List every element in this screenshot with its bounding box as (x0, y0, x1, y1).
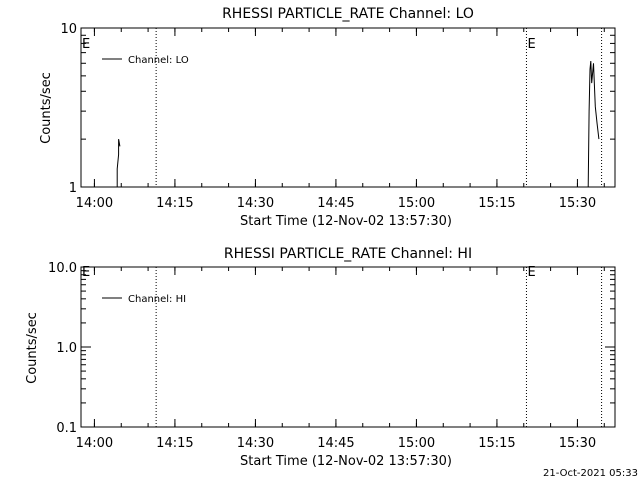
x-axis: 14:00 14:15 14:30 14:45 15:00 15:15 15:30 (76, 267, 605, 451)
x-tick-label: 14:45 (317, 436, 354, 451)
x-tick-label: 15:15 (478, 436, 515, 451)
y-tick-label: 10 (60, 22, 77, 37)
y-axis: 1 10 (60, 22, 615, 196)
chart-title: RHESSI PARTICLE_RATE Channel: HI (224, 246, 472, 262)
legend-label: Channel: LO (128, 55, 189, 66)
x-tick-label: 14:15 (156, 196, 193, 211)
y-tick-label: 1.0 (56, 341, 77, 356)
series-line (587, 60, 600, 188)
x-tick-label: 14:30 (237, 436, 274, 451)
chart-title: RHESSI PARTICLE_RATE Channel: LO (222, 6, 474, 22)
x-tick-label: 15:00 (398, 436, 435, 451)
x-tick-label: 14:45 (317, 196, 354, 211)
x-tick-label: 15:15 (478, 196, 515, 211)
x-tick-label: 15:00 (398, 196, 435, 211)
event-label: E (82, 37, 90, 52)
x-axis-label: Start Time (12-Nov-02 13:57:30) (240, 454, 452, 469)
panel-hi: RHESSI PARTICLE_RATE Channel: HI 14:00 14… (25, 246, 616, 469)
series-group (116, 60, 600, 188)
x-axis: 14:00 14:15 14:30 14:45 15:00 15:15 15:30 (76, 28, 605, 211)
x-tick-label: 14:15 (156, 436, 193, 451)
panel-lo: RHESSI PARTICLE_RATE Channel: LO 14:00 14… (39, 6, 616, 229)
series-line (116, 139, 121, 187)
plot-frame (80, 266, 616, 428)
x-tick-label: 14:30 (237, 196, 274, 211)
event-label: E (527, 265, 535, 280)
y-tick-label: 10.0 (48, 261, 77, 276)
plot-frame (80, 27, 616, 188)
legend-label: Channel: HI (128, 294, 186, 305)
x-tick-label: 15:30 (559, 436, 596, 451)
legend: Channel: LO (102, 55, 189, 66)
x-tick-label: 15:30 (559, 196, 596, 211)
y-tick-label: 0.1 (56, 421, 77, 436)
footer-timestamp: 21-Oct-2021 05:33 (543, 468, 638, 479)
x-tick-label: 14:00 (76, 196, 113, 211)
legend: Channel: HI (102, 294, 186, 305)
x-axis-label: Start Time (12-Nov-02 13:57:30) (240, 214, 452, 229)
y-axis: 0.1 1.0 10.0 (48, 261, 615, 436)
event-label: E (82, 265, 90, 280)
y-axis-label: Counts/sec (25, 312, 40, 384)
y-tick-label: 1 (69, 181, 77, 196)
y-axis-label: Counts/sec (39, 72, 54, 144)
event-label: E (527, 37, 535, 52)
x-tick-label: 14:00 (76, 436, 113, 451)
